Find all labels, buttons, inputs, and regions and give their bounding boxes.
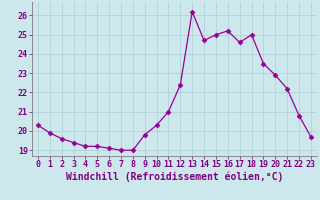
X-axis label: Windchill (Refroidissement éolien,°C): Windchill (Refroidissement éolien,°C) <box>66 172 283 182</box>
